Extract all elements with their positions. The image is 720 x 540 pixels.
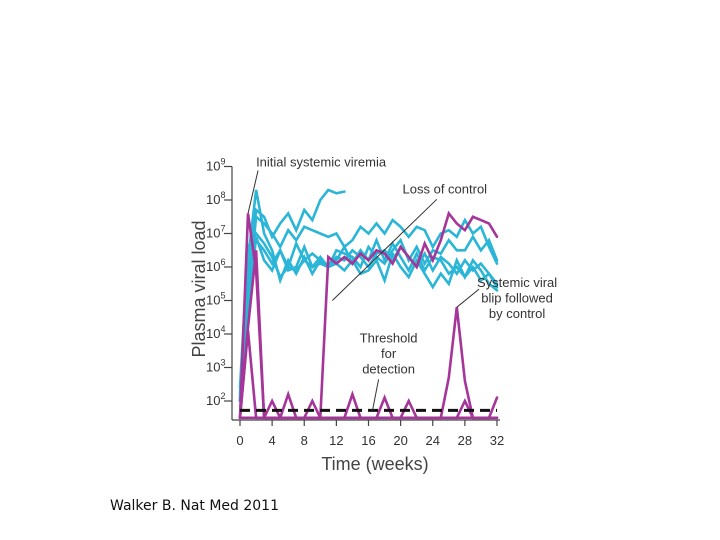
y-tick-label: 102 (206, 391, 225, 408)
x-tick-label: 12 (329, 433, 343, 448)
annotation-initial-text: Initial systemic viremia (256, 155, 387, 170)
annotation-threshold-text: detection (362, 361, 415, 376)
annotation-loss-text: Loss of control (403, 181, 488, 196)
series-line-2-cyan (238, 214, 499, 399)
x-axis-title: Time (weeks) (321, 454, 428, 474)
x-tick-label: 32 (490, 433, 504, 448)
series-line-1-cyan (238, 188, 346, 403)
axes: 109 108 107 106 105 104 103 102 0 4 8 12 16 20 24 28 32 (206, 157, 504, 449)
x-tick-label: 0 (236, 433, 243, 448)
annotation-threshold-text: for (381, 346, 397, 361)
annotation-blip-text: by control (489, 306, 545, 321)
annotation-blip-pointer (456, 288, 480, 308)
citation: Walker B. Nat Med 2011 (110, 498, 279, 514)
annotation-blip-text: blip followed (481, 291, 553, 306)
annotation-threshold-text: Threshold (360, 330, 418, 345)
annotation-threshold-pointer (372, 379, 380, 411)
y-tick-label: 107 (206, 224, 225, 241)
y-tick-label: 103 (206, 358, 225, 375)
annotation-blip-text: Systemic viral (477, 275, 557, 290)
x-tick-label: 20 (393, 433, 407, 448)
annotation-loss-pointer (332, 198, 438, 301)
y-tick-label: 108 (206, 190, 225, 207)
series-line-10-magenta (238, 390, 499, 420)
x-tick-label: 4 (269, 433, 276, 448)
x-tick-label: 24 (426, 433, 440, 448)
y-tick-label: 109 (206, 157, 225, 174)
annotation-initial-pointer (247, 170, 259, 214)
y-tick-label: 104 (206, 324, 225, 341)
x-tick-label: 28 (458, 433, 472, 448)
y-tick-label: 106 (206, 257, 225, 274)
series-group (238, 188, 499, 420)
y-tick-label: 105 (206, 291, 225, 308)
y-axis-title: Plasma viral load (189, 220, 209, 357)
x-tick-label: 16 (361, 433, 375, 448)
annotations: Initial systemic viremia Loss of control T… (247, 155, 557, 411)
x-tick-label: 8 (301, 433, 308, 448)
